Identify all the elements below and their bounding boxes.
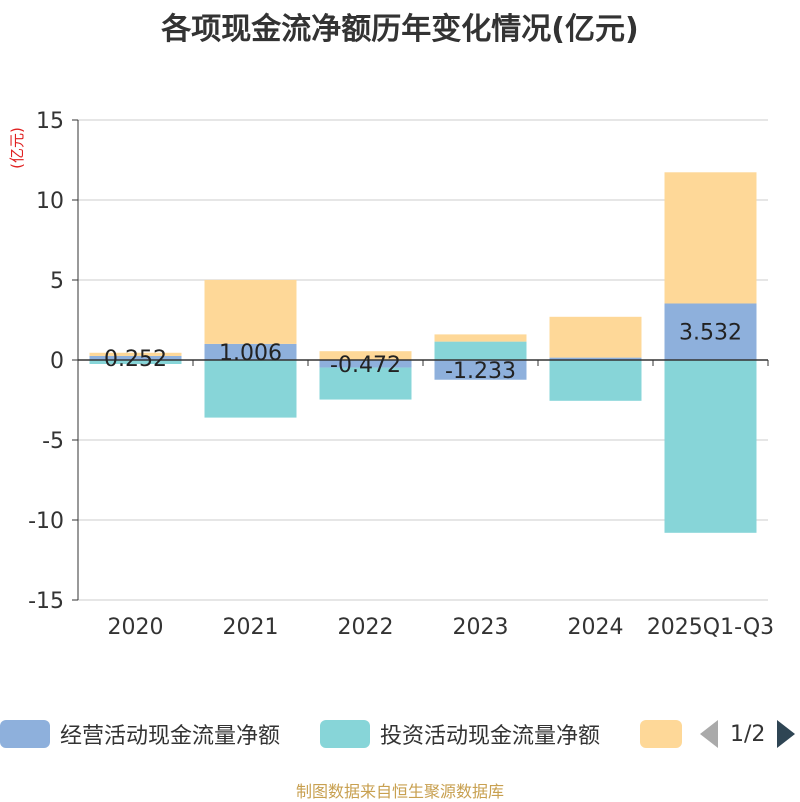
legend-label-investing: 投资活动现金流量净额 bbox=[380, 724, 601, 749]
legend-swatch-investing bbox=[320, 720, 370, 748]
x-tick-label: 2021 bbox=[223, 615, 279, 640]
chart-title: 各项现金流净额历年变化情况(亿元) bbox=[161, 12, 639, 47]
source-note: 制图数据来自恒生聚源数据库 bbox=[295, 782, 504, 801]
bar-series-1-2025Q1-Q3 bbox=[664, 360, 757, 533]
data-label: -1.233 bbox=[445, 359, 516, 384]
bar-series-2-2022 bbox=[319, 351, 412, 360]
legend-swatch-operating bbox=[0, 720, 50, 748]
bar-series-0-2025Q1-Q3 bbox=[664, 303, 757, 360]
legend-label-operating: 经营活动现金流量净额 bbox=[60, 724, 281, 749]
x-tick-label: 2020 bbox=[108, 615, 164, 640]
y-tick-label: 15 bbox=[36, 109, 64, 134]
legend-page-indicator: 1/2 bbox=[730, 721, 766, 747]
bar-series-2-2023 bbox=[434, 334, 527, 342]
data-label: -0.472 bbox=[330, 353, 401, 378]
bar-series-2-2024 bbox=[549, 316, 642, 358]
data-label: 1.006 bbox=[219, 341, 282, 366]
legend-next-page-icon[interactable] bbox=[777, 720, 796, 748]
bar-series-2-2020 bbox=[89, 352, 182, 356]
bar-series-1-2020 bbox=[89, 360, 182, 364]
bar-series-0-2023 bbox=[434, 360, 527, 380]
y-tick-label: -15 bbox=[28, 589, 64, 614]
data-label: 0.252 bbox=[104, 347, 167, 372]
legend: 经营活动现金流量净额 投资活动现金流量净额 1/2 bbox=[0, 712, 800, 756]
bar-series-2-2025Q1-Q3 bbox=[664, 172, 757, 304]
bar-series-1-2024 bbox=[549, 360, 642, 401]
bar-series-1-2023 bbox=[434, 341, 527, 360]
bar-series-0-2020 bbox=[89, 355, 182, 360]
y-tick-label: -10 bbox=[28, 509, 64, 534]
bar-series-1-2022 bbox=[319, 367, 412, 400]
y-tick-label: 5 bbox=[50, 269, 64, 294]
y-tick-label: 10 bbox=[36, 189, 64, 214]
legend-prev-page-icon[interactable] bbox=[700, 720, 718, 748]
y-tick-label: 0 bbox=[50, 349, 64, 374]
legend-swatch-third-series bbox=[640, 720, 682, 748]
legend-item-operating[interactable]: 经营活动现金流量净额 bbox=[0, 712, 280, 756]
y-tick-label: -5 bbox=[42, 429, 64, 454]
bar-series-2-2021 bbox=[204, 279, 297, 344]
bar-series-0-2022 bbox=[319, 360, 412, 368]
bar-series-0-2021 bbox=[204, 343, 297, 360]
x-tick-label: 2025Q1-Q3 bbox=[647, 615, 774, 640]
x-tick-label: 2023 bbox=[453, 615, 509, 640]
x-tick-label: 2022 bbox=[338, 615, 394, 640]
bar-series-0-2024 bbox=[549, 357, 642, 360]
y-axis-label: (亿元) bbox=[8, 127, 26, 169]
data-label: 3.532 bbox=[679, 321, 742, 346]
legend-item-investing[interactable]: 投资活动现金流量净额 bbox=[320, 712, 600, 756]
legend-item-third-series[interactable] bbox=[640, 712, 692, 756]
chart-canvas: 15 10 5 0 -5 -10 -15 2020 2021 2022 2023 2024 2025Q1… bbox=[8, 109, 774, 640]
legend-pager: 1/2 bbox=[700, 712, 796, 756]
bar-series-1-2021 bbox=[204, 360, 297, 418]
x-tick-label: 2024 bbox=[568, 615, 624, 640]
